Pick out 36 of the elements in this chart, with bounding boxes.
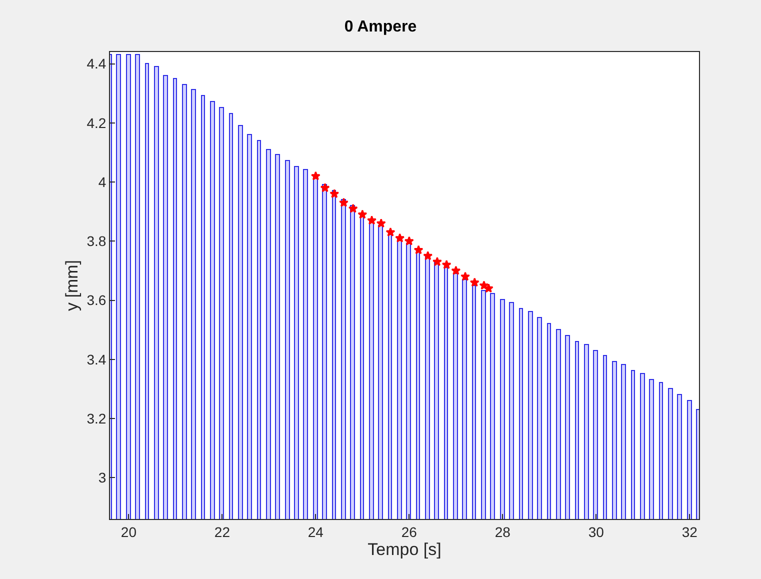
point xyxy=(423,250,433,260)
point xyxy=(386,227,396,236)
y-tick-label: 3.6 xyxy=(86,292,106,308)
y-tick-label: 4 xyxy=(98,174,106,190)
point xyxy=(348,204,358,213)
point xyxy=(376,218,386,228)
point xyxy=(442,260,452,269)
x-tick-label: 24 xyxy=(308,524,324,540)
y-tick-label: 3.2 xyxy=(86,410,106,426)
point xyxy=(310,171,320,180)
point xyxy=(320,183,330,192)
point xyxy=(432,256,442,266)
point xyxy=(451,266,461,275)
x-tick-label: 22 xyxy=(214,524,230,540)
point xyxy=(460,272,470,281)
point xyxy=(358,210,368,219)
x-tick-label: 20 xyxy=(120,524,137,540)
x-axis-title: Tempo [s] xyxy=(368,540,442,560)
point xyxy=(338,198,348,207)
y-axis-title: y [mm] xyxy=(62,260,82,311)
y-tick-label: 3.4 xyxy=(86,351,106,368)
y-tick-label: 3 xyxy=(98,470,106,486)
y-tick-label: 4.4 xyxy=(86,56,106,72)
y-tick-label: 4.2 xyxy=(86,114,106,131)
y-tick-label: 3.8 xyxy=(86,233,106,250)
point xyxy=(470,278,480,287)
point xyxy=(395,233,405,242)
x-tick-label: 32 xyxy=(682,524,698,540)
chart-title: 0 Ampere xyxy=(344,18,417,36)
x-tick-label: 28 xyxy=(494,524,511,540)
point xyxy=(367,216,377,225)
point xyxy=(404,236,414,246)
x-tick-label: 26 xyxy=(401,524,418,540)
point xyxy=(330,188,340,198)
point xyxy=(414,245,424,254)
x-tick-label: 30 xyxy=(588,524,604,540)
